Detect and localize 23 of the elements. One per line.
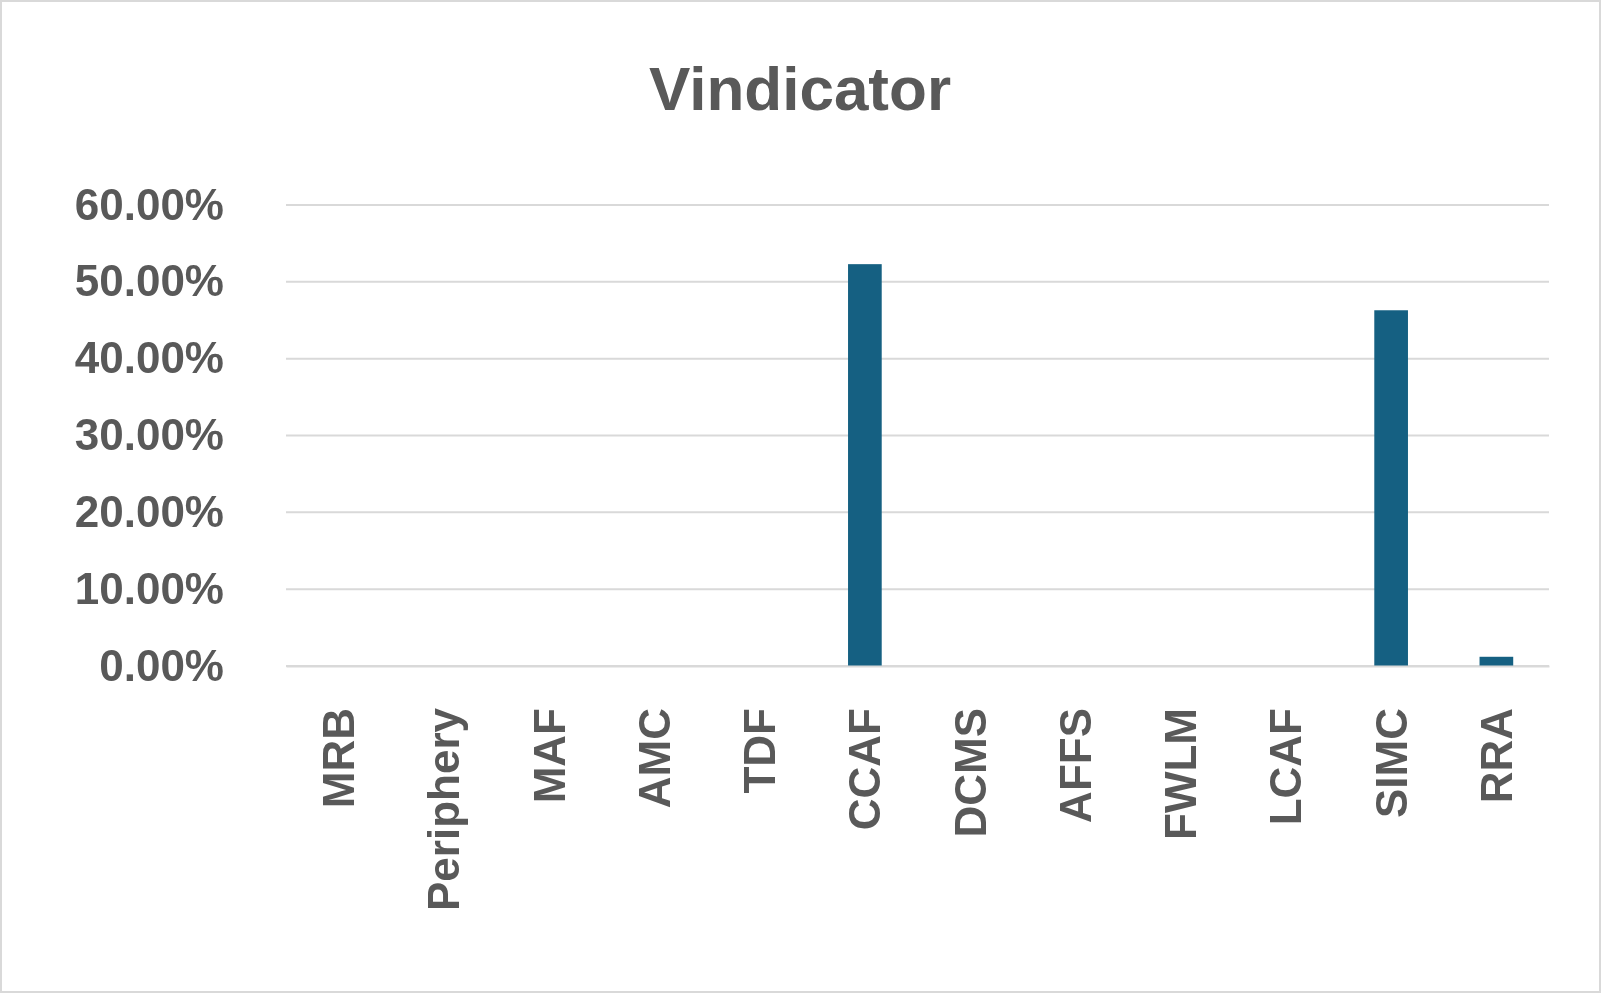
x-tick-label: CCAF [840,708,890,831]
x-tick-label: AFFS [1050,708,1100,823]
y-tick-label: 20.00% [74,486,224,536]
y-tick-label: 50.00% [74,256,224,306]
bar [1479,656,1514,666]
chart-title: Vindicator [648,54,952,123]
x-tick-label: AMC [629,708,679,809]
x-tick-label: SIMC [1366,708,1416,818]
x-tick-label: MRB [314,708,364,809]
bar [1374,310,1408,666]
x-tick-label: FWLM [1156,708,1206,840]
x-tick-label: LCAF [1261,708,1311,826]
y-tick-label: 60.00% [74,179,224,229]
x-tick-label: DCMS [945,708,995,838]
bar [848,264,882,666]
y-tick-label: 40.00% [74,333,224,383]
y-tick-label: 10.00% [74,563,224,613]
y-tick-label: 30.00% [74,410,224,460]
x-tick-label: MAF [524,708,574,804]
y-tick-label: 0.00% [99,640,224,690]
x-tick-label: Periphery [419,707,469,911]
x-tick-label: TDF [735,708,785,794]
x-tick-label: RRA [1471,708,1521,804]
